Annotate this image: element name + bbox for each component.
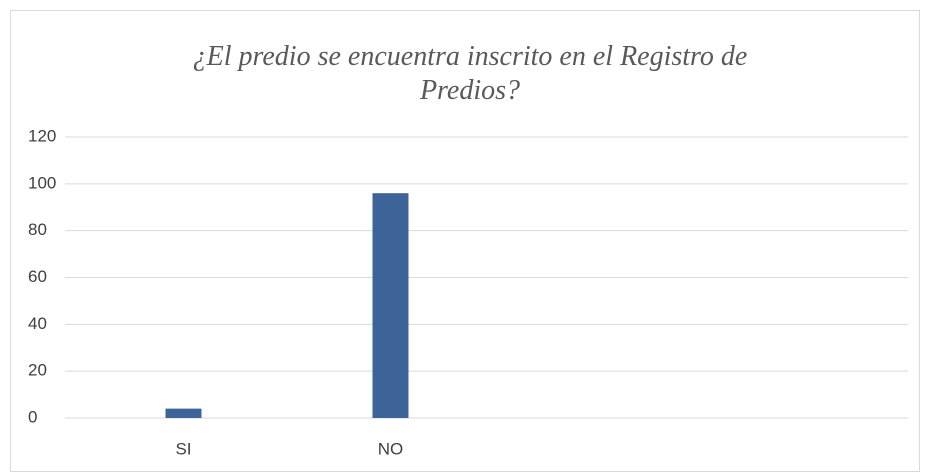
chart-frame <box>10 10 920 472</box>
bar <box>372 193 409 418</box>
y-tick-label: 60 <box>28 267 47 286</box>
y-tick-label: 80 <box>28 220 47 239</box>
x-tick-label: NO <box>378 439 404 458</box>
chart-title: ¿El predio se encuentra inscrito en el R… <box>192 41 748 106</box>
x-tick-label: SI <box>175 439 191 458</box>
y-tick-label: 0 <box>28 407 37 426</box>
y-tick-label: 120 <box>28 126 56 145</box>
bar <box>165 408 202 418</box>
y-tick-label: 100 <box>28 173 56 192</box>
y-tick-label: 40 <box>28 314 47 333</box>
y-tick-label: 20 <box>28 361 47 380</box>
